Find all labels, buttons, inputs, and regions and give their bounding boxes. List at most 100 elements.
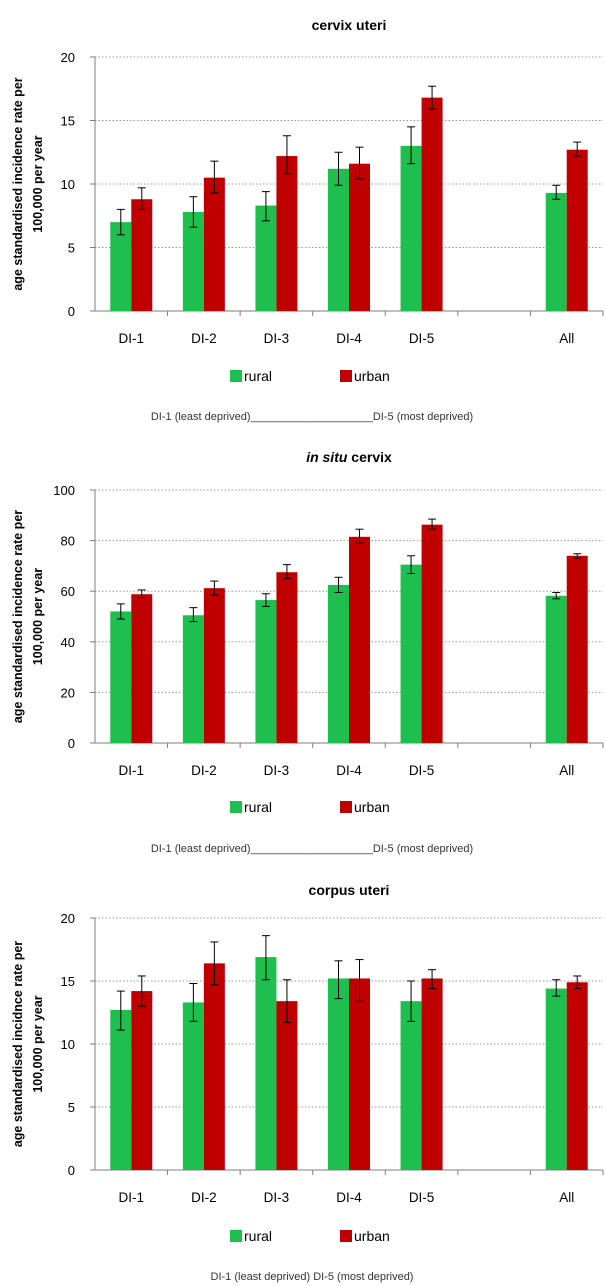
y-tick-label: 10 xyxy=(61,1037,75,1052)
error-bar-urban-DI-2 xyxy=(210,160,219,194)
legend-label-urban: urban xyxy=(354,799,390,815)
bar-rural-DI-5 xyxy=(400,145,422,311)
legend: rural urban xyxy=(230,368,390,384)
chart-title: corpus uteri xyxy=(309,882,390,898)
bar-rural-DI-3 xyxy=(255,205,277,311)
bar-rural-DI-4 xyxy=(328,978,349,1170)
y-tick-label: 20 xyxy=(61,50,75,65)
bar-rural-DI-2 xyxy=(182,615,204,743)
x-tick-label: DI-3 xyxy=(264,331,290,346)
chart-title-italic: in situ xyxy=(306,449,348,465)
error-bar-urban-DI-4 xyxy=(355,528,364,544)
error-bar-rural-DI-3 xyxy=(261,935,270,981)
error-bar-urban-DI-5 xyxy=(428,969,437,990)
bar-urban-DI-5 xyxy=(421,97,443,311)
error-bar-urban-DI-3 xyxy=(282,979,291,1024)
y-tick-label: 15 xyxy=(61,114,75,129)
bar-rural-All xyxy=(545,192,567,311)
bar-urban-DI-4 xyxy=(349,163,370,311)
y-tick-label: 0 xyxy=(68,304,75,319)
deprivation-footnote: DI-1 (least deprived) DI-5 (most deprive… xyxy=(211,1271,414,1283)
y-tick-label: 40 xyxy=(61,635,75,650)
error-bar-rural-DI-4 xyxy=(334,576,343,593)
bar-rural-DI-2 xyxy=(182,1002,204,1170)
legend-swatch-urban xyxy=(340,1230,352,1242)
error-bar-urban-DI-4 xyxy=(355,959,364,1002)
bar-urban-All xyxy=(566,555,588,743)
bar-rural-DI-2 xyxy=(182,211,204,311)
error-bar-rural-DI-4 xyxy=(334,960,343,1000)
error-bar-rural-All xyxy=(552,979,561,997)
error-bar-rural-DI-5 xyxy=(407,555,416,574)
error-bar-urban-All xyxy=(573,141,582,157)
legend-label-urban: urban xyxy=(354,368,390,384)
chart-title-text: cervix xyxy=(347,449,392,465)
x-tick-label: DI-4 xyxy=(336,1190,362,1205)
bar-urban-DI-1 xyxy=(131,199,153,311)
legend-swatch-rural xyxy=(230,370,242,382)
deprivation-footnote: DI-1 (least deprived)___________________… xyxy=(151,411,473,423)
legend-swatch-urban xyxy=(340,370,352,382)
bar-urban-DI-2 xyxy=(203,963,225,1170)
y-axis-label: age standardised incidence rate per 100,0… xyxy=(11,510,45,723)
chart-panel-1: cervix uteri 0 5 10 15 20 age standardised inc… xyxy=(11,17,604,423)
bar-urban-All xyxy=(566,982,588,1170)
bar-rural-DI-1 xyxy=(110,611,132,743)
y-tick-label: 100 xyxy=(53,483,75,498)
legend: rural urban xyxy=(230,1228,390,1244)
y-tick-label: 80 xyxy=(61,534,75,549)
error-bar-urban-DI-1 xyxy=(137,589,146,599)
x-tick-label: All xyxy=(559,1190,574,1205)
chart-panel-2: in situ cervix 0 20 40 60 80 100 age standardis… xyxy=(11,449,604,855)
y-axis-label-line1: age standardised incidence rate per xyxy=(11,77,25,290)
x-tick-label: DI-1 xyxy=(119,763,145,778)
y-axis-label: age standardised incidence rate per 100,0… xyxy=(11,77,45,290)
y-tick-label: 5 xyxy=(68,241,75,256)
bar-rural-DI-1 xyxy=(110,222,132,311)
legend-label-rural: rural xyxy=(244,368,272,384)
y-axis-label-line1: age standardised incidnce rate per xyxy=(11,941,25,1147)
bar-urban-DI-5 xyxy=(421,524,443,743)
error-bar-rural-DI-3 xyxy=(261,593,270,607)
bar-urban-DI-1 xyxy=(131,594,153,743)
bar-urban-DI-5 xyxy=(421,978,443,1170)
x-tick-label: DI-1 xyxy=(119,1190,145,1205)
error-bar-rural-DI-5 xyxy=(407,126,416,165)
y-tick-label: 10 xyxy=(61,177,75,192)
y-tick-label: 60 xyxy=(61,584,75,599)
error-bar-rural-DI-1 xyxy=(116,208,125,236)
bar-rural-All xyxy=(545,988,567,1170)
legend-label-urban: urban xyxy=(354,1228,390,1244)
x-tick-label: DI-3 xyxy=(264,1190,290,1205)
error-bar-rural-DI-2 xyxy=(189,196,198,228)
bar-rural-All xyxy=(545,595,567,743)
error-bar-urban-DI-5 xyxy=(428,85,437,110)
error-bar-rural-DI-2 xyxy=(189,983,198,1022)
error-bar-urban-DI-5 xyxy=(428,518,437,530)
error-bar-urban-DI-3 xyxy=(282,564,291,580)
y-tick-label: 0 xyxy=(68,736,75,751)
bar-rural-DI-4 xyxy=(328,168,349,311)
error-bar-rural-All xyxy=(552,591,561,600)
error-bar-rural-DI-3 xyxy=(261,191,270,222)
y-axis-label-line1: age standardised incidence rate per xyxy=(11,510,25,723)
bar-urban-All xyxy=(566,149,588,311)
y-tick-label: 20 xyxy=(61,911,75,926)
bar-rural-DI-1 xyxy=(110,1009,132,1170)
error-bar-urban-DI-2 xyxy=(210,941,219,986)
x-tick-label: DI-3 xyxy=(264,763,290,778)
x-tick-label: DI-2 xyxy=(191,331,217,346)
x-tick-label: All xyxy=(559,331,574,346)
y-axis-label-line2: 100,000 per year xyxy=(31,135,45,232)
bar-urban-DI-1 xyxy=(131,991,153,1170)
error-bar-rural-DI-1 xyxy=(116,603,125,620)
bar-rural-DI-3 xyxy=(255,600,277,743)
chart-panel-3: corpus uteri 0 5 10 15 20 age standardised inc… xyxy=(11,882,604,1283)
x-tick-label: DI-5 xyxy=(409,331,435,346)
chart-title-text: cervix uteri xyxy=(312,17,387,33)
error-bar-rural-DI-5 xyxy=(407,980,416,1022)
bar-rural-DI-5 xyxy=(400,564,422,743)
legend-label-rural: rural xyxy=(244,799,272,815)
bar-urban-DI-2 xyxy=(203,588,225,743)
